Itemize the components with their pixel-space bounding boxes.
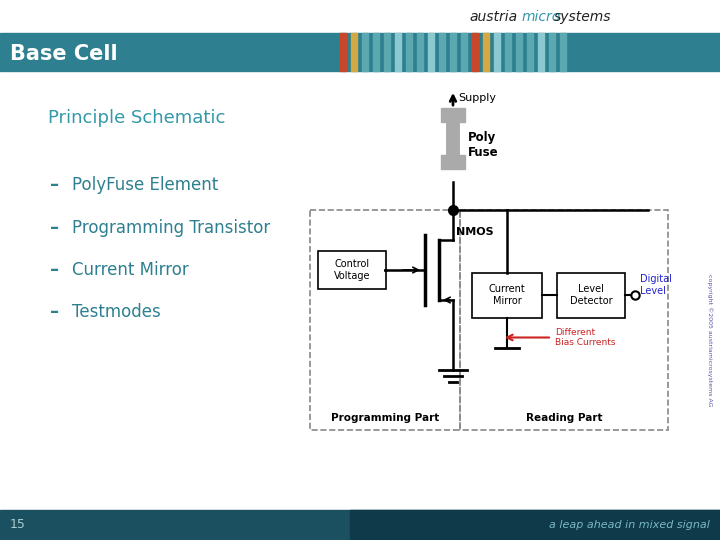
Bar	[560, 33, 566, 71]
Text: Base Cell: Base Cell	[10, 44, 117, 64]
Bar	[494, 33, 500, 71]
Bar	[373, 33, 379, 71]
Text: NMOS: NMOS	[456, 227, 494, 237]
Bar	[384, 33, 390, 71]
Bar	[340, 33, 346, 71]
Text: Programming Part: Programming Part	[331, 413, 439, 423]
Text: Digital
Level: Digital Level	[640, 274, 672, 296]
Text: Level
Detector: Level Detector	[570, 284, 612, 306]
Text: Principle Schematic: Principle Schematic	[48, 109, 225, 127]
Bar	[310, 210, 460, 430]
Bar	[417, 33, 423, 71]
Bar	[549, 33, 555, 71]
Bar	[460, 210, 668, 430]
Bar	[395, 33, 401, 71]
Text: austria: austria	[469, 10, 517, 24]
Text: PolyFuse Element: PolyFuse Element	[72, 176, 218, 194]
Text: –: –	[50, 261, 59, 279]
Bar	[516, 33, 522, 71]
Text: Supply: Supply	[458, 93, 496, 103]
Text: Current Mirror: Current Mirror	[72, 261, 189, 279]
Bar	[505, 33, 511, 71]
Text: Current
Mirror: Current Mirror	[489, 284, 526, 306]
Text: –: –	[50, 219, 59, 237]
Text: systems: systems	[554, 10, 611, 24]
Text: Testmodes: Testmodes	[72, 303, 161, 321]
Text: 15: 15	[10, 518, 26, 531]
Text: –: –	[50, 303, 59, 321]
Text: Poly
Fuse: Poly Fuse	[468, 131, 499, 159]
Bar	[461, 33, 467, 71]
Text: Control
Voltage: Control Voltage	[334, 259, 370, 281]
Bar	[362, 33, 368, 71]
Bar	[406, 33, 412, 71]
Bar	[350, 510, 720, 540]
Text: a leap ahead in mixed signal: a leap ahead in mixed signal	[549, 520, 710, 530]
Bar	[428, 33, 434, 71]
Text: Different
Bias Currents: Different Bias Currents	[555, 328, 616, 347]
Bar	[351, 33, 357, 71]
Text: micro: micro	[522, 10, 562, 24]
Bar	[318, 251, 386, 289]
Bar	[0, 510, 720, 540]
Bar	[450, 33, 456, 71]
Bar	[483, 33, 489, 71]
Text: copyright ©2005 austriamicrosystems AG: copyright ©2005 austriamicrosystems AG	[707, 274, 713, 406]
Bar	[527, 33, 533, 71]
Text: Programming Transistor: Programming Transistor	[72, 219, 270, 237]
Bar	[472, 273, 542, 318]
Bar	[0, 33, 720, 71]
Bar	[557, 273, 625, 318]
Bar	[441, 108, 465, 122]
Bar	[538, 33, 544, 71]
Bar	[439, 33, 445, 71]
Bar	[441, 155, 465, 169]
Text: –: –	[50, 176, 59, 194]
Text: Reading Part: Reading Part	[526, 413, 602, 423]
Bar	[472, 33, 478, 71]
